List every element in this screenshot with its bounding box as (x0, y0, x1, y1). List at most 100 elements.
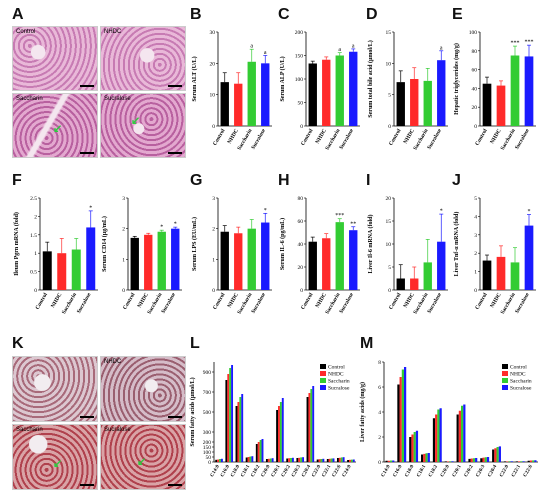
histology-caption: Sucralose (104, 427, 131, 433)
bar (520, 461, 523, 462)
bar (413, 432, 416, 462)
y-tick-label: 300 (203, 430, 212, 436)
category-label: NHDC (315, 292, 328, 309)
bar (245, 457, 248, 462)
bar (385, 460, 388, 462)
significance-label: * (528, 209, 531, 215)
y-tick-label: 30 (210, 30, 216, 36)
y-tick-label: 900 (203, 370, 212, 376)
y-tick-label: 4 (378, 410, 381, 416)
category-label: Control (122, 292, 137, 311)
y-tick-label: 0 (122, 288, 125, 294)
category-label: C22:6 (332, 464, 343, 478)
y-tick-label: 0.5 (30, 270, 37, 276)
bar (508, 461, 511, 462)
bar (470, 458, 473, 462)
bar (302, 457, 305, 462)
panel-label-l: L (190, 335, 200, 352)
category-label: C20:1 (452, 464, 463, 478)
category-label: Control (388, 128, 403, 147)
y-tick-label: 60 (298, 219, 304, 225)
panel-label-j: J (452, 172, 461, 189)
y-axis-label: Ileum Pgrn mRNA (fold) (13, 212, 20, 276)
category-label: NHDC (489, 128, 502, 145)
y-tick-label: 4 (474, 214, 477, 220)
panel-label-b: B (190, 6, 202, 23)
bar (220, 82, 229, 126)
bar (310, 389, 313, 462)
bar (261, 222, 270, 290)
bar (265, 459, 268, 462)
bar (130, 237, 139, 290)
y-tick-label: 0 (378, 460, 381, 466)
histology-photo-k-nhdc: NHDC (100, 356, 186, 422)
bar (217, 459, 220, 462)
category-label: C20:3 (476, 464, 487, 478)
bar (349, 459, 351, 462)
bar (308, 241, 317, 290)
scale-bar (168, 152, 182, 154)
y-tick-label: 10 (210, 93, 216, 99)
bar (290, 458, 292, 462)
bar (421, 454, 424, 462)
legend-label: NHDC (328, 372, 344, 378)
y-tick-label: 100 (203, 450, 212, 456)
bar (498, 446, 501, 462)
y-tick-label: 2 (378, 435, 381, 441)
bar (298, 457, 301, 462)
bar (234, 233, 243, 290)
legend-swatch (502, 385, 508, 390)
bar (461, 405, 464, 462)
y-tick-label: 8 (378, 360, 381, 366)
category-label: C14:0 (381, 464, 392, 478)
chart-e: Hepatic triglycerides (mg/g) 0 20 40 60 80 100… (453, 30, 536, 151)
histology-caption: Saccharin (16, 96, 43, 102)
legend-label: Control (510, 365, 527, 371)
y-tick-label: 150 (203, 445, 212, 451)
bar (278, 406, 280, 462)
bar (335, 55, 344, 126)
bar (340, 457, 343, 462)
category-label: C20:1 (271, 464, 282, 478)
histology-caption: NHDC (104, 359, 122, 365)
category-label: Control (388, 292, 403, 311)
y-tick-label: 20 (210, 61, 216, 67)
histology-panel-a: Control NHDC Saccharin ↙ Sucralose ↙ (12, 26, 186, 158)
bar (522, 461, 525, 462)
bar (439, 408, 442, 462)
bar (389, 460, 393, 462)
legend-swatch (502, 378, 508, 383)
bar (251, 456, 254, 462)
y-axis-label: Liver Tnf-α mRNA (fold) (453, 212, 460, 277)
histology-photo-k-saccharin: Saccharin ↙ (12, 424, 98, 490)
bar (463, 404, 466, 462)
histology-photo-a-sucralose: Sucralose ↙ (100, 93, 186, 158)
scale-bar (80, 484, 94, 486)
bar (510, 262, 520, 290)
y-tick-label: 15 (386, 219, 392, 225)
y-tick-label: 0 (212, 288, 215, 294)
y-tick-label: 700 (203, 390, 212, 396)
bar (296, 458, 299, 462)
bar (300, 457, 303, 462)
y-tick-label: 0 (300, 124, 303, 130)
scale-bar (80, 416, 94, 418)
bar (338, 457, 341, 462)
y-tick-label: 0 (474, 288, 477, 294)
bar (432, 418, 436, 462)
category-label: C20:3 (291, 464, 302, 478)
category-label: NHDC (489, 292, 502, 309)
bar (515, 461, 519, 462)
bar (352, 459, 355, 462)
significance-label: * (264, 208, 267, 214)
bar (449, 461, 452, 462)
bar (415, 430, 419, 462)
category-label: Control (300, 292, 315, 311)
chart-d: Serum total bile acid (μmol/L) 0 5 10 15 Cont… (367, 30, 448, 151)
bar (425, 453, 428, 462)
bar (261, 63, 270, 126)
bar (401, 369, 404, 462)
